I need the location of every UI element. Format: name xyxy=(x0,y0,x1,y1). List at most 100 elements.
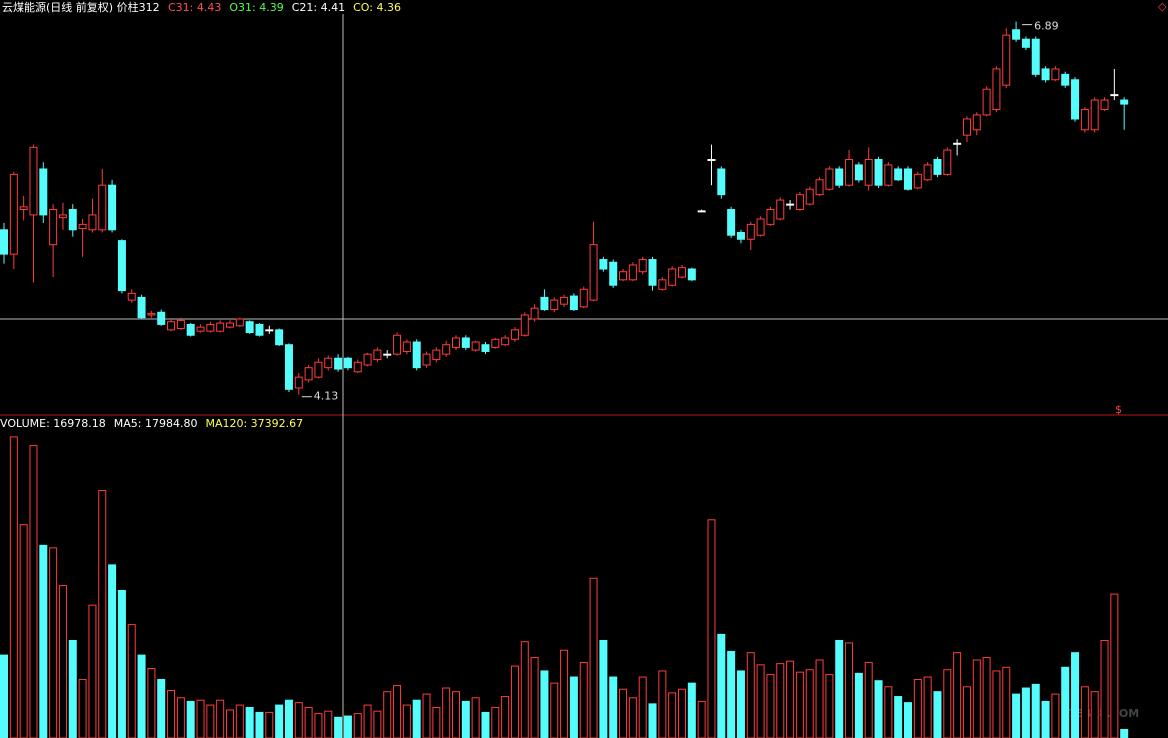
candle-body xyxy=(805,188,814,205)
candle-body xyxy=(913,173,922,189)
volume-bar xyxy=(235,704,244,738)
candle-body xyxy=(1012,29,1021,40)
volume-bar xyxy=(1080,686,1089,738)
candle-body xyxy=(422,353,431,366)
candle-body xyxy=(98,184,107,231)
candle-body xyxy=(648,259,657,286)
candle-body xyxy=(481,344,490,352)
volume-bar xyxy=(1090,691,1099,738)
volume-bar xyxy=(265,711,274,738)
candle-body xyxy=(324,357,333,369)
volume-bar xyxy=(805,669,814,738)
volume-bar xyxy=(894,696,903,738)
volume-bar xyxy=(461,700,470,738)
volume-bar xyxy=(481,711,490,738)
volume-bar xyxy=(982,657,991,738)
volume-bar xyxy=(638,676,647,738)
candle-body xyxy=(127,292,136,301)
candle-body xyxy=(786,203,795,206)
candle-body xyxy=(29,146,38,216)
volume-bar xyxy=(678,688,686,738)
candle-body xyxy=(442,344,451,355)
candle-body xyxy=(1031,38,1040,75)
candle-body xyxy=(736,232,745,240)
volume-bar xyxy=(658,670,667,738)
volume-bar xyxy=(727,650,736,738)
candle-body xyxy=(49,209,58,246)
volume-bar xyxy=(510,665,519,738)
header-item: C31: 4.43 xyxy=(168,1,221,14)
candle-body xyxy=(1100,99,1109,110)
volume-bar xyxy=(412,699,421,738)
candle-body xyxy=(599,259,608,270)
candle-body xyxy=(402,341,411,352)
candle-body xyxy=(284,344,293,390)
volume-bar xyxy=(825,674,834,738)
candle-body xyxy=(795,194,804,211)
volume-bar xyxy=(992,670,1001,738)
candle-body xyxy=(1002,34,1011,86)
volume-bar xyxy=(746,652,755,738)
candle-body xyxy=(992,68,1001,110)
volume-bar xyxy=(167,689,176,738)
candle-body xyxy=(304,367,313,381)
volume-bar xyxy=(284,699,293,738)
candle-body xyxy=(953,142,962,145)
candle-body xyxy=(874,159,883,186)
candle-body xyxy=(1110,94,1119,97)
candle-body xyxy=(334,357,343,370)
candle-body xyxy=(982,88,991,116)
candle-body xyxy=(117,240,126,292)
volume-bar xyxy=(1071,652,1080,738)
volume-bar xyxy=(904,702,912,738)
volume-header-item: VOLUME: 16978.18 xyxy=(0,417,106,430)
volume-bar xyxy=(373,710,382,738)
volume-bar xyxy=(471,697,480,738)
volume-bar xyxy=(1002,666,1011,738)
volume-bar xyxy=(766,674,775,738)
candle-body xyxy=(884,164,893,186)
candle-body xyxy=(9,173,18,255)
candle-body xyxy=(510,329,519,340)
candle-body xyxy=(746,223,755,240)
volume-bar xyxy=(245,707,254,738)
volume-bar xyxy=(1051,693,1060,738)
candle-body xyxy=(137,296,146,319)
candle-body xyxy=(491,338,500,348)
volume-bar xyxy=(196,699,205,738)
candle-body xyxy=(265,329,274,332)
volume-bar xyxy=(776,663,785,738)
candle-body xyxy=(550,299,559,311)
candle-body xyxy=(962,118,971,136)
volume-bar xyxy=(845,642,854,738)
volume-bar xyxy=(1031,683,1040,738)
candle-body xyxy=(697,210,706,213)
candle-body xyxy=(383,353,392,356)
volume-header-item: MA5: 17984.80 xyxy=(114,417,198,430)
volume-bar xyxy=(314,713,323,738)
volume-bar xyxy=(422,693,431,738)
volume-bar xyxy=(216,699,225,738)
volume-bar xyxy=(864,661,873,738)
volume-bar xyxy=(1061,666,1070,738)
volume-bar xyxy=(0,654,8,738)
volume-bar xyxy=(501,696,510,738)
candle-body xyxy=(19,206,28,211)
volume-bar xyxy=(78,678,87,738)
header-item: CO: 4.36 xyxy=(353,1,401,14)
volume-bar xyxy=(589,577,598,738)
candle-body xyxy=(373,349,382,361)
candle-body xyxy=(1051,68,1060,81)
candle-body xyxy=(530,307,539,320)
volume-bar xyxy=(29,444,38,738)
candle-body xyxy=(864,159,873,186)
volume-header-item: MA120: 37392.67 xyxy=(205,417,303,430)
candle-body xyxy=(461,337,470,348)
candle-body xyxy=(412,341,421,369)
volume-bar xyxy=(176,697,185,738)
candle-body xyxy=(78,223,87,229)
volume-bar xyxy=(540,670,549,738)
candle-body xyxy=(678,267,686,278)
candle-body xyxy=(1061,73,1070,86)
volume-bar xyxy=(579,661,588,738)
